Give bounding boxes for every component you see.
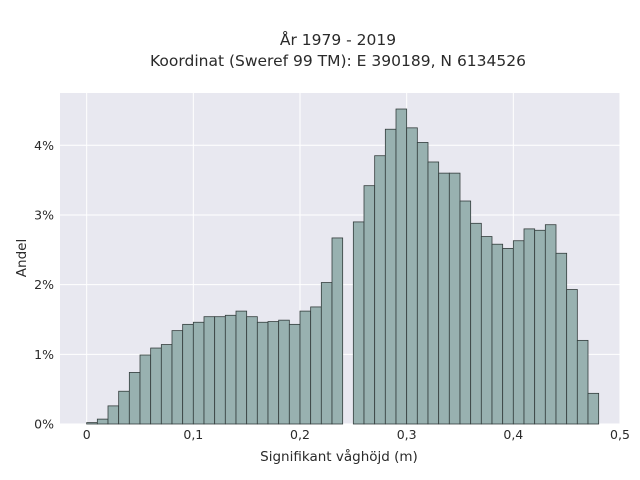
histogram-bar — [310, 306, 322, 425]
histogram-bar — [448, 172, 461, 425]
y-tick-label: 4% — [34, 138, 54, 153]
histogram-bar — [246, 316, 258, 425]
histogram-bar — [299, 310, 312, 425]
histogram-bar — [459, 200, 472, 425]
histogram-bar — [139, 354, 152, 425]
histogram-bar — [523, 228, 536, 425]
histogram-bar — [278, 319, 290, 425]
histogram-bar — [480, 236, 493, 425]
histogram-bar — [182, 323, 194, 425]
histogram-bar — [118, 390, 130, 425]
chart-title: År 1979 - 2019 — [280, 30, 396, 49]
bars — [86, 108, 600, 425]
histogram-bar — [363, 185, 376, 425]
x-tick-label: 0 — [83, 427, 91, 442]
histogram-bar — [427, 161, 440, 425]
histogram-bar — [566, 289, 578, 425]
x-tick-label: 0,1 — [183, 427, 203, 442]
histogram-bar — [470, 222, 482, 425]
histogram-bar — [438, 172, 450, 425]
y-axis-ticks: 0% 1% 2% 3% 4% — [34, 138, 54, 432]
histogram-bar — [192, 321, 205, 425]
histogram-bar — [555, 252, 568, 425]
histogram-bar — [374, 155, 386, 425]
chart-subtitle: Koordinat (Sweref 99 TM): E 390189, N 61… — [150, 52, 526, 70]
histogram-bar — [150, 347, 162, 425]
histogram-bar — [331, 237, 344, 425]
histogram-bar — [214, 316, 226, 425]
y-tick-label: 2% — [34, 277, 54, 292]
y-tick-label: 0% — [34, 417, 54, 432]
histogram-bar — [203, 316, 216, 425]
x-axis-ticks: 0 0,1 0,2 0,3 0,4 0,5 — [83, 427, 630, 442]
histogram-bar — [267, 321, 280, 425]
histogram-bar — [171, 330, 184, 425]
histogram-bar — [534, 229, 546, 425]
x-tick-label: 0,4 — [503, 427, 523, 442]
histogram-bar — [395, 108, 408, 425]
histogram-bar — [576, 339, 589, 425]
histogram-bar — [352, 221, 365, 425]
histogram-bar — [320, 282, 333, 425]
y-tick-label: 1% — [34, 347, 54, 362]
histogram-bar — [491, 243, 504, 425]
x-tick-label: 0,3 — [397, 427, 417, 442]
y-axis-label: Andel — [14, 239, 30, 277]
histogram-bar — [406, 127, 418, 425]
histogram-bar — [544, 224, 557, 425]
histogram-bar — [384, 128, 397, 425]
y-tick-label: 3% — [34, 207, 54, 222]
histogram-bar — [502, 247, 514, 425]
histogram-bar — [224, 314, 237, 425]
x-axis-label: Signifikant våghöjd (m) — [260, 448, 418, 465]
histogram-bar — [256, 321, 269, 425]
x-tick-label: 0,2 — [290, 427, 310, 442]
histogram-bar — [235, 310, 248, 425]
histogram-bar — [512, 240, 525, 425]
histogram-bar — [160, 344, 173, 425]
histogram-bar — [86, 422, 98, 425]
histogram-bar — [128, 372, 141, 425]
histogram-bar — [587, 392, 600, 425]
histogram-bar — [416, 142, 429, 425]
histogram-bar — [96, 418, 109, 425]
histogram-bar — [107, 405, 120, 425]
histogram-bar — [288, 323, 301, 425]
x-tick-label: 0,5 — [610, 427, 630, 442]
